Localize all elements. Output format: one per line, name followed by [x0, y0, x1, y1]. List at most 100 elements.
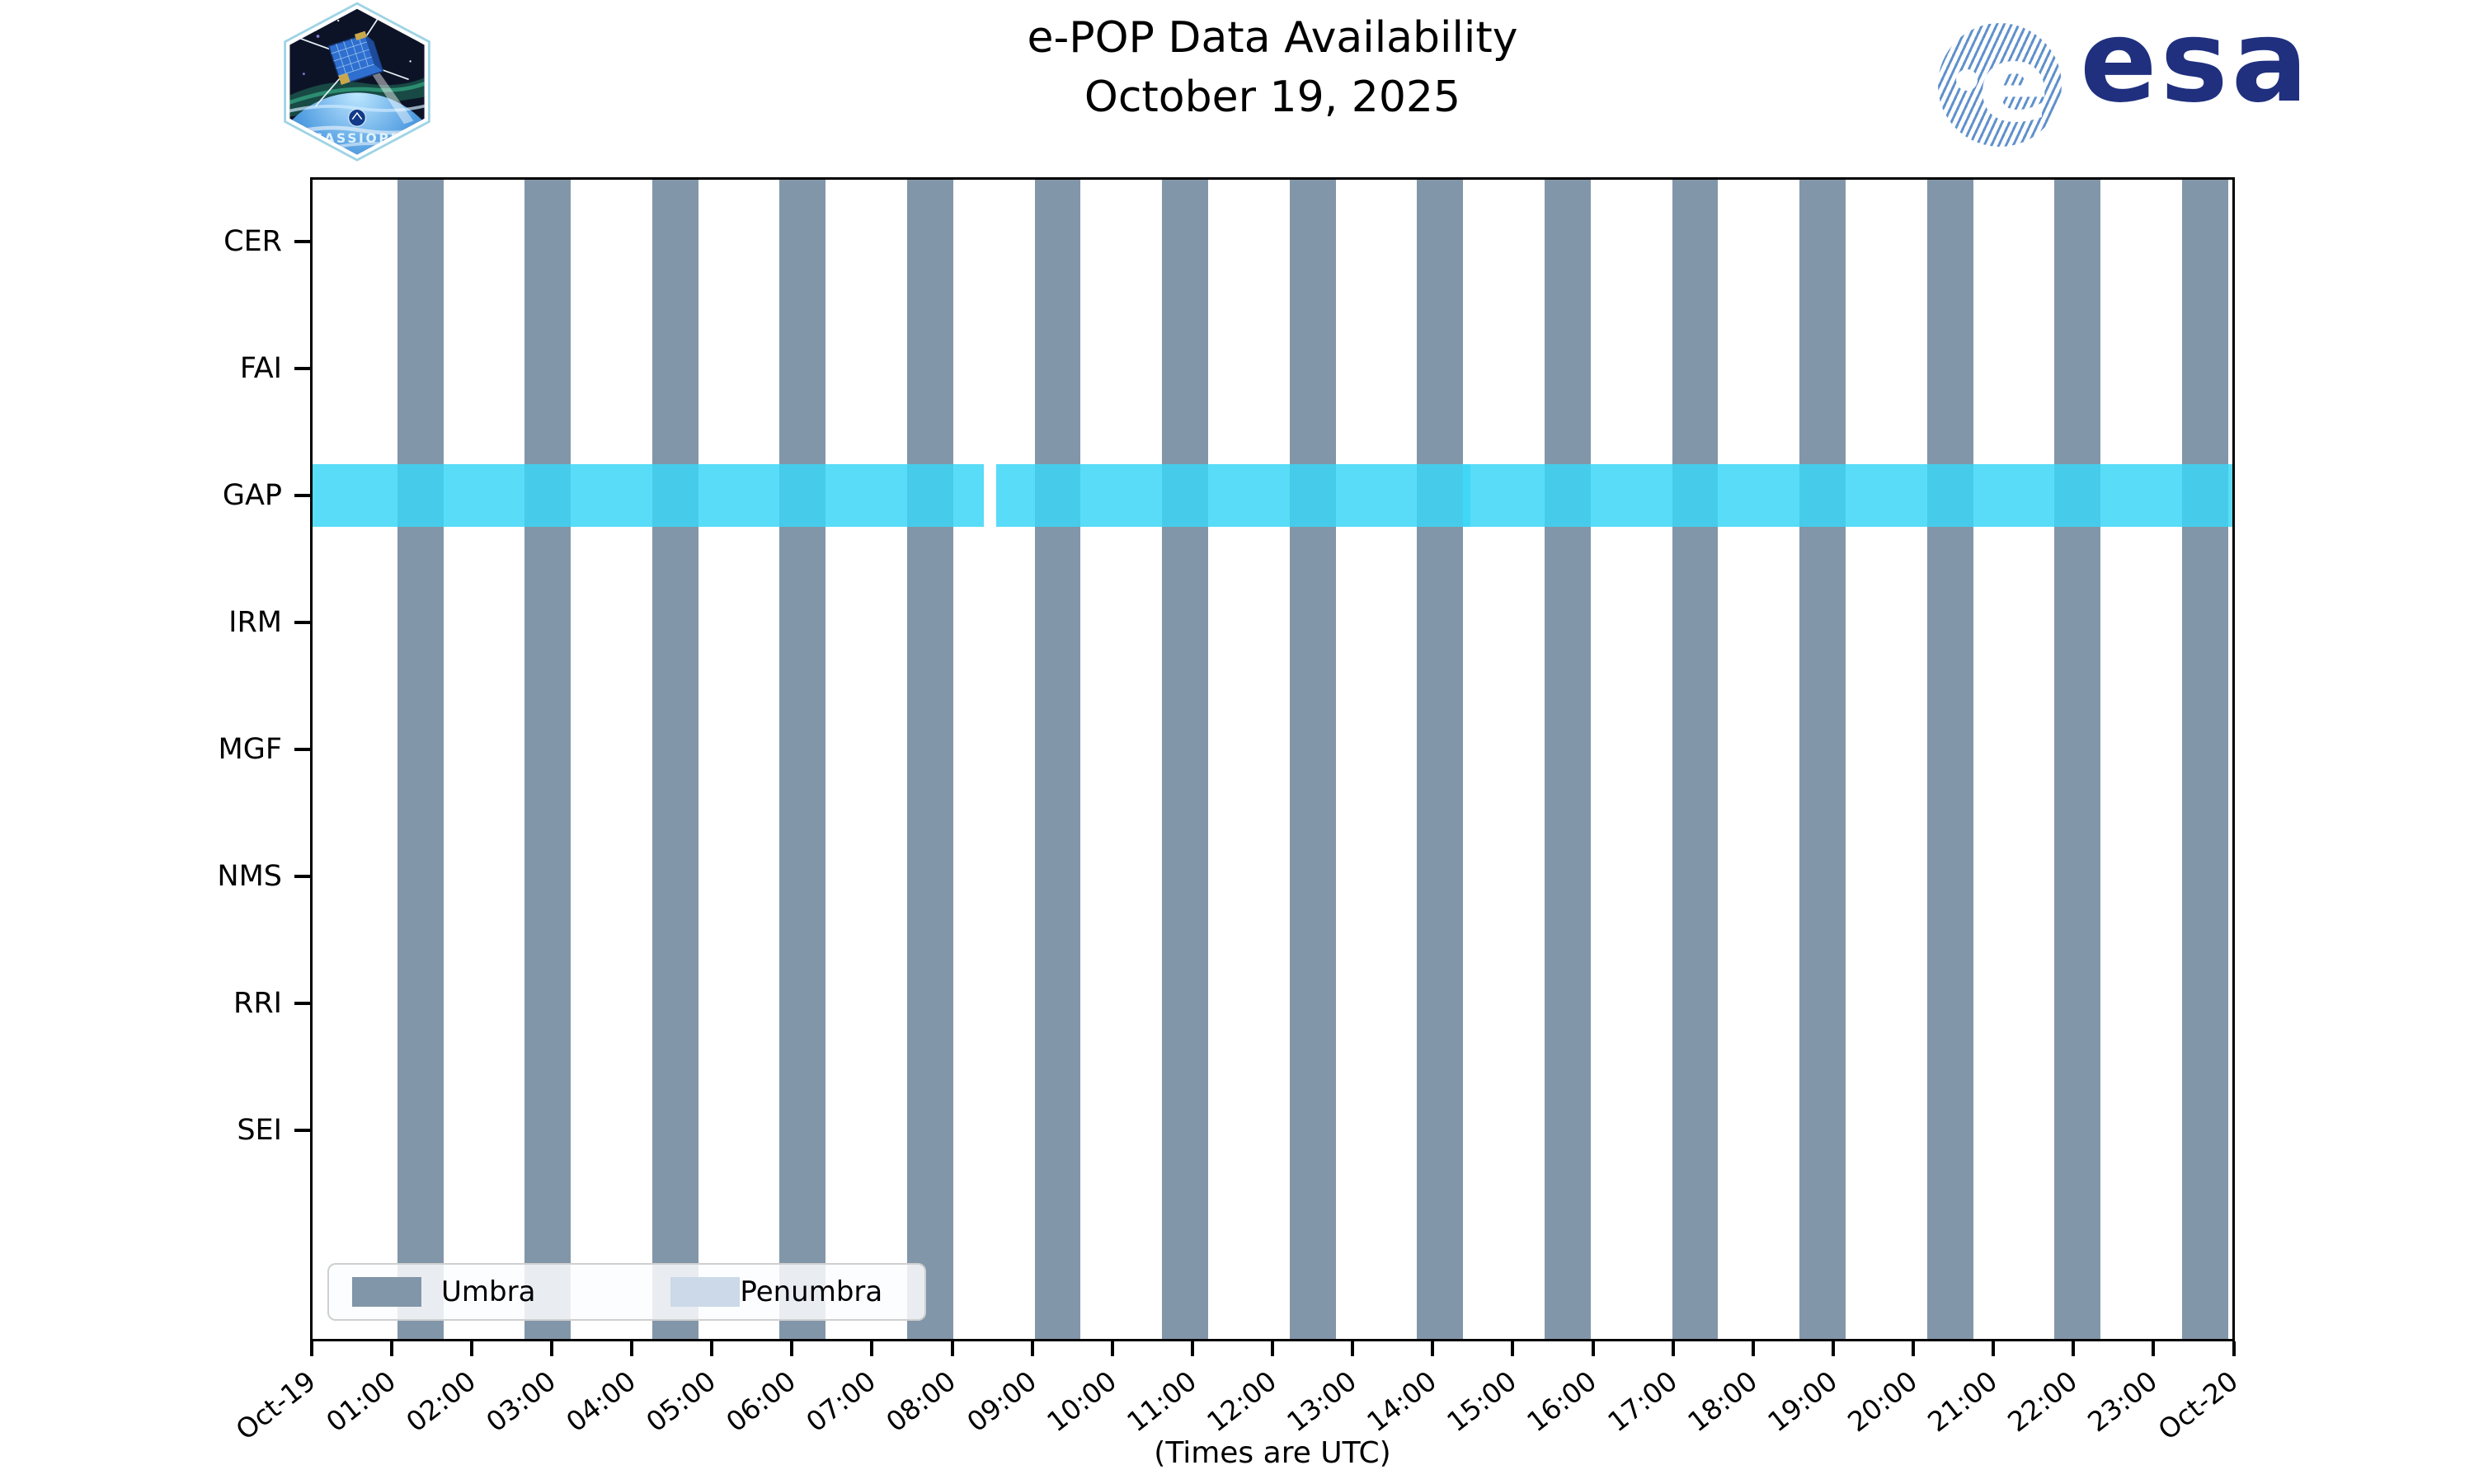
umbra-bar [1799, 180, 1846, 1339]
y-axis-label-mgf: MGF [218, 733, 282, 766]
x-axis-label: 15:00 [1441, 1364, 1523, 1439]
umbra-bar [524, 180, 571, 1339]
y-tick-mark [294, 621, 310, 624]
esa-logo: e esa [1938, 0, 2466, 155]
x-axis-label: 22:00 [2001, 1364, 2084, 1439]
x-axis-label: 04:00 [560, 1364, 642, 1439]
y-axis-label-nms: NMS [217, 860, 282, 893]
legend-swatch-umbra [352, 1277, 421, 1307]
satellite [295, 8, 409, 107]
y-tick-mark [294, 1002, 310, 1005]
x-axis-label: 07:00 [800, 1364, 882, 1439]
y-tick-mark [294, 875, 310, 878]
umbra-bar [1162, 180, 1209, 1339]
chart-title: e-POP Data Availability [1027, 13, 1518, 63]
x-axis-label: 03:00 [479, 1364, 562, 1439]
esa-globe-dot [1956, 69, 1978, 91]
esa-globe-e: e [1978, 23, 2050, 146]
y-tick-mark [294, 748, 310, 751]
x-axis-label: 13:00 [1281, 1364, 1363, 1439]
x-axis-label: 06:00 [720, 1364, 802, 1439]
x-tick-mark [870, 1341, 874, 1356]
x-axis-label: 20:00 [1841, 1364, 1924, 1439]
x-axis: Oct-19 01:00 02:00 03:00 04:00 05:00 06:00 07:0… [229, 1341, 2244, 1484]
x-tick-mark [1431, 1341, 1435, 1356]
x-tick-mark [549, 1341, 553, 1356]
x-axis-label: 18:00 [1681, 1364, 1763, 1439]
x-tick-mark [1671, 1341, 1675, 1356]
x-axis-label: Oct-20 [2152, 1364, 2244, 1447]
cassiope-mission-patch: CASSIOPE [284, 2, 430, 162]
x-tick-mark [2152, 1341, 2156, 1356]
x-axis-label: Oct-19 [229, 1364, 322, 1447]
y-tick-mark [294, 1129, 310, 1132]
x-axis-label: 14:00 [1361, 1364, 1443, 1439]
legend-swatch-penumbra [670, 1277, 741, 1307]
x-axis-label: 12:00 [1201, 1364, 1283, 1439]
x-tick-mark [1110, 1341, 1114, 1356]
x-tick-mark [1992, 1341, 1996, 1356]
legend: Umbra Penumbra [327, 1263, 926, 1321]
x-tick-mark [389, 1341, 393, 1356]
x-tick-mark [710, 1341, 714, 1356]
beam [369, 68, 414, 124]
x-axis-label: 10:00 [1040, 1364, 1122, 1439]
x-axis-label: 17:00 [1601, 1364, 1683, 1439]
umbra-bar [1417, 180, 1464, 1339]
plot-canvas [313, 180, 2232, 1339]
y-tick-mark [294, 494, 310, 497]
x-axis-label: 02:00 [399, 1364, 482, 1439]
x-axis-label: 16:00 [1521, 1364, 1603, 1439]
x-tick-mark [469, 1341, 473, 1356]
umbra-bar [1672, 180, 1719, 1339]
x-axis-label: 23:00 [2081, 1364, 2164, 1439]
cassiope-badge-label: CASSIOPE [313, 131, 402, 146]
x-axis-label: 19:00 [1761, 1364, 1843, 1439]
x-tick-mark [1912, 1341, 1915, 1356]
x-tick-mark [2072, 1341, 2076, 1356]
availability-band-segment-gap [996, 464, 1471, 527]
y-axis-label-sei: SEI [237, 1114, 282, 1147]
y-axis-label-cer: CER [223, 225, 282, 258]
umbra-bar [1289, 180, 1336, 1339]
chart-subtitle-date: October 19, 2025 [1084, 73, 1461, 122]
plot-area: Umbra Penumbra [310, 177, 2235, 1341]
x-tick-mark [1511, 1341, 1515, 1356]
availability-band-segment-gap [1463, 464, 2232, 527]
x-tick-mark [790, 1341, 794, 1356]
chart-title-block: e-POP Data Availability October 19, 2025 [310, 8, 2235, 127]
x-tick-mark [1030, 1341, 1034, 1356]
x-tick-mark [1271, 1341, 1274, 1356]
umbra-bar [907, 180, 953, 1339]
x-tick-mark [1351, 1341, 1355, 1356]
umbra-bar [1926, 180, 1973, 1339]
esa-wordmark: esa [2080, 0, 2312, 128]
x-tick-mark [630, 1341, 633, 1356]
x-axis-label: 09:00 [960, 1364, 1042, 1439]
y-tick-mark [294, 367, 310, 370]
umbra-bar [2181, 180, 2228, 1339]
umbra-bar [779, 180, 826, 1339]
x-axis-label: 08:00 [880, 1364, 962, 1439]
x-axis-label: 01:00 [319, 1364, 402, 1439]
y-tick-mark [294, 240, 310, 243]
legend-label-umbra: Umbra [441, 1275, 536, 1308]
x-tick-mark [2232, 1341, 2236, 1356]
x-tick-mark [1190, 1341, 1194, 1356]
availability-band-segment-gap [313, 464, 985, 527]
x-axis-label: 05:00 [640, 1364, 722, 1439]
y-axis-label-gap: GAP [222, 479, 282, 512]
y-axis-label-fai: FAI [239, 352, 282, 385]
umbra-bar [1544, 180, 1591, 1339]
x-tick-mark [1831, 1341, 1835, 1356]
x-tick-mark [309, 1341, 313, 1356]
umbra-bar [1034, 180, 1081, 1339]
x-axis-label: 21:00 [1921, 1364, 2004, 1439]
csa-emblem [347, 108, 367, 127]
x-tick-mark [1751, 1341, 1755, 1356]
umbra-bar [651, 180, 698, 1339]
x-tick-mark [950, 1341, 954, 1356]
umbra-bar [2054, 180, 2101, 1339]
x-axis-label: 11:00 [1120, 1364, 1202, 1439]
